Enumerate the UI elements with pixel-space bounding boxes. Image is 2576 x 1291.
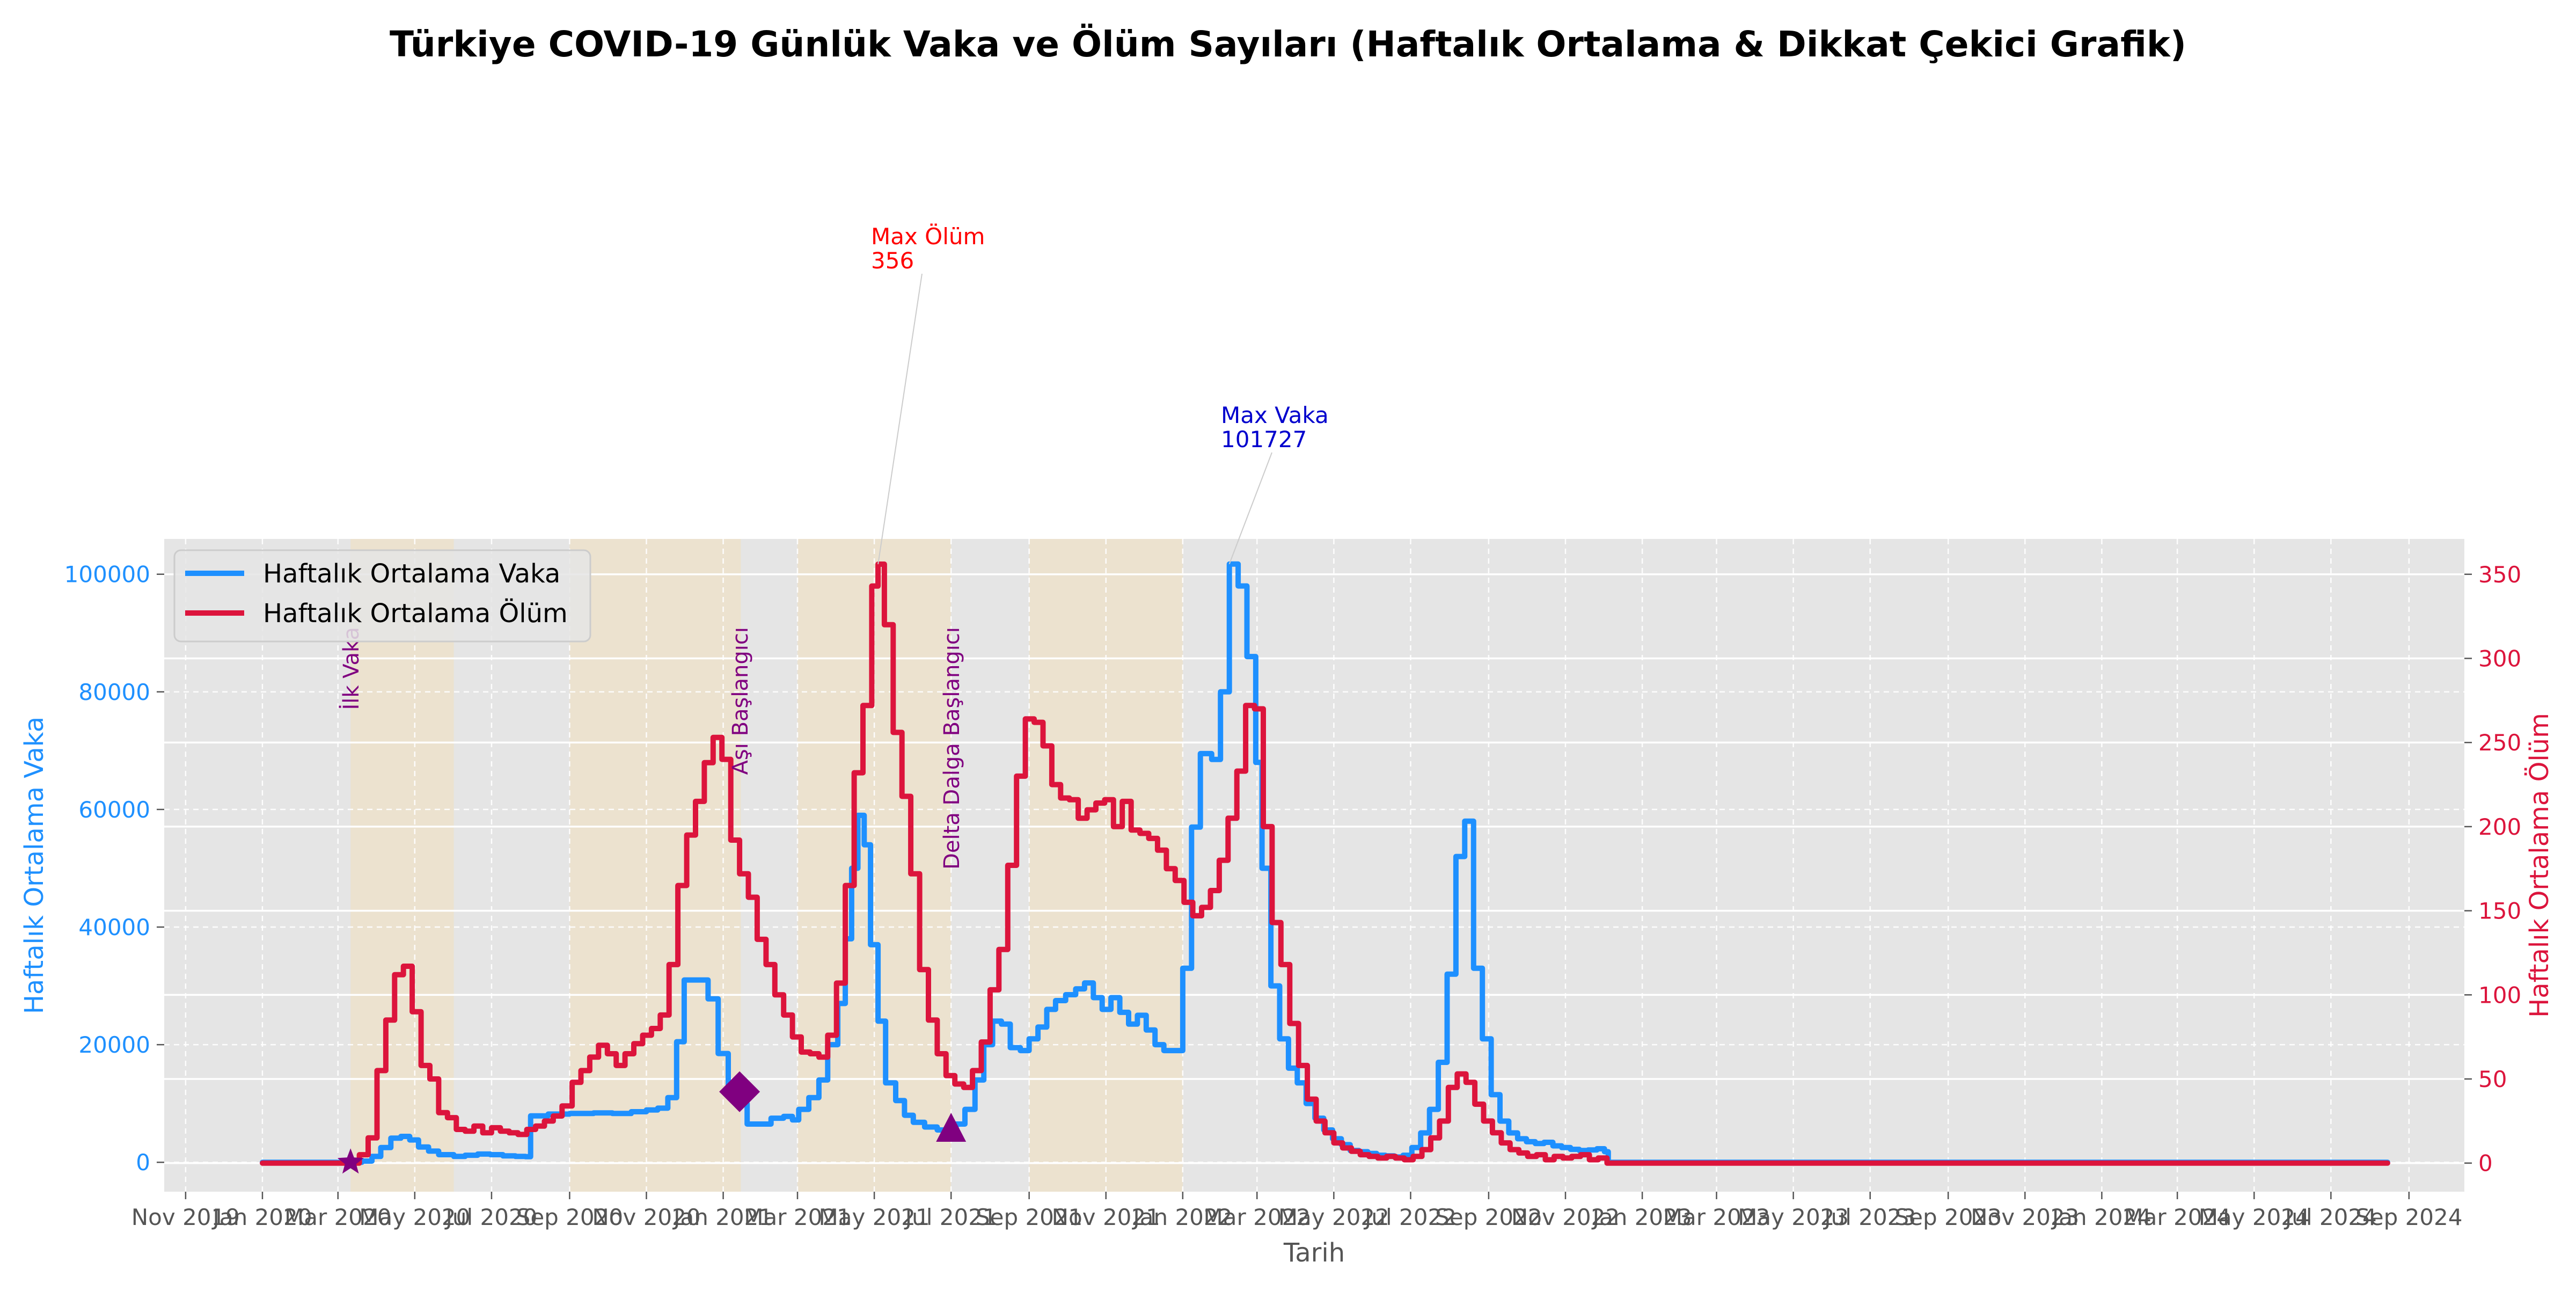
- x-tick-label-9: May 2021: [819, 1204, 930, 1230]
- y-tick-label-3: 60000: [78, 797, 150, 823]
- legend-box: [173, 549, 591, 643]
- y2-tick-label-3: 150: [2478, 898, 2521, 924]
- y-tick-label-0: 0: [136, 1149, 150, 1176]
- x-tick-label-14: Mar 2022: [1204, 1204, 1311, 1230]
- x-tick-label-17: Sep 2022: [1435, 1204, 1542, 1230]
- x-tick-label-25: Jan 2024: [2051, 1204, 2151, 1230]
- x-tick-label-1: Jan 2020: [211, 1204, 312, 1230]
- x-tick-label-23: Sep 2023: [1894, 1204, 2001, 1230]
- x-axis-label: Tarih: [1283, 1238, 1345, 1268]
- x-tick-label-28: Jul 2024: [2284, 1204, 2377, 1230]
- x-tick-label-19: Jan 2023: [1591, 1204, 1692, 1230]
- x-tick-label-12: Nov 2021: [1052, 1204, 1160, 1230]
- x-tick-label-0: Nov 2019: [131, 1204, 240, 1230]
- x-tick-label-7: Jan 2021: [672, 1204, 773, 1230]
- x-tick-label-26: Mar 2024: [2124, 1204, 2230, 1230]
- marker-triangle-delta-dalga-baslangici: [936, 1112, 967, 1142]
- x-tick-label-27: May 2024: [2199, 1204, 2310, 1230]
- chart-title: Türkiye COVID-19 Günlük Vaka ve Ölüm Say…: [390, 24, 2186, 65]
- annotation-arrow-max-olum: [877, 273, 923, 565]
- x-tick-label-4: Jul 2020: [444, 1204, 537, 1230]
- y2-tick-label-4: 200: [2478, 814, 2521, 840]
- x-tick-label-18: Nov 2022: [1511, 1204, 1620, 1230]
- x-tick-label-20: Mar 2023: [1663, 1204, 1770, 1230]
- marker-diamond-asi-baslangici: [719, 1071, 760, 1112]
- event-markers: İlk Vaka Aşı Başlangıcı Delta Dalga Başlan…: [337, 627, 967, 1174]
- x-tick-label-22: Jul 2023: [1823, 1204, 1916, 1230]
- x-tick-label-6: Nov 2020: [592, 1204, 700, 1230]
- x-tick-label-8: Mar 2021: [744, 1204, 851, 1230]
- x-tick-label-16: Jul 2022: [1363, 1204, 1457, 1230]
- y2-tick-label-2: 100: [2478, 982, 2521, 1008]
- x-tick-label-2: Mar 2020: [284, 1204, 391, 1230]
- y2-tick-label-5: 250: [2478, 730, 2521, 756]
- series-line-vaka: [260, 561, 2390, 1165]
- x-tick-label-24: Nov 2023: [1971, 1204, 2079, 1230]
- legend: Haftalık Ortalama Vaka Haftalık Ortalama…: [173, 549, 591, 643]
- annotation-value-max-vaka: 101727: [1221, 426, 1307, 453]
- annotation-arrow-max-vaka: [1228, 452, 1272, 565]
- shaded-period-1: [569, 539, 741, 1192]
- y-tick-label-2: 40000: [78, 914, 150, 940]
- x-tick-label-21: May 2023: [1738, 1204, 1849, 1230]
- x-tick-label-5: Sep 2020: [516, 1204, 623, 1230]
- x-tick-label-11: Sep 2021: [976, 1204, 1082, 1230]
- y2-axis-label: Haftalık Ortalama Ölüm: [2524, 713, 2555, 1018]
- annotation-label-max-vaka: Max Vaka: [1221, 402, 1329, 428]
- marker-label-delta-dalga-baslangici: Delta Dalga Başlangıcı: [940, 627, 964, 870]
- x-tick-label-29: Sep 2024: [2355, 1204, 2462, 1230]
- y2-tick-label-1: 50: [2478, 1066, 2507, 1092]
- x-tick-label-3: May 2020: [359, 1204, 470, 1230]
- x-tick-label-13: Jan 2022: [1131, 1204, 1232, 1230]
- y-tick-label-5: 100000: [64, 561, 150, 588]
- annotation-value-max-olum: 356: [871, 247, 914, 274]
- y2-tick-label-7: 350: [2478, 561, 2521, 588]
- x-tick-label-10: Jul 2021: [904, 1204, 997, 1230]
- legend-label-vaka: Haftalık Ortalama Vaka: [263, 559, 560, 589]
- plot-area-background: [164, 539, 2464, 1192]
- marker-label-asi-baslangici: Aşı Başlangıcı: [728, 627, 753, 775]
- y-tick-label-1: 20000: [78, 1032, 150, 1058]
- marker-star-ilk-vaka: [337, 1148, 364, 1174]
- y-axis-label: Haftalık Ortalama Vaka: [19, 717, 49, 1014]
- annotation-label-max-olum: Max Ölüm: [871, 223, 985, 250]
- y2-tick-label-0: 0: [2478, 1150, 2493, 1177]
- grid-lines: [164, 539, 2464, 1192]
- series-line-olum: [260, 561, 2390, 1166]
- y-tick-label-4: 80000: [78, 679, 150, 705]
- legend-label-olum: Haftalık Ortalama Ölüm: [263, 599, 568, 629]
- series-lines: [260, 561, 2390, 1166]
- y2-tick-label-6: 300: [2478, 646, 2521, 672]
- x-tick-label-15: May 2022: [1278, 1204, 1389, 1230]
